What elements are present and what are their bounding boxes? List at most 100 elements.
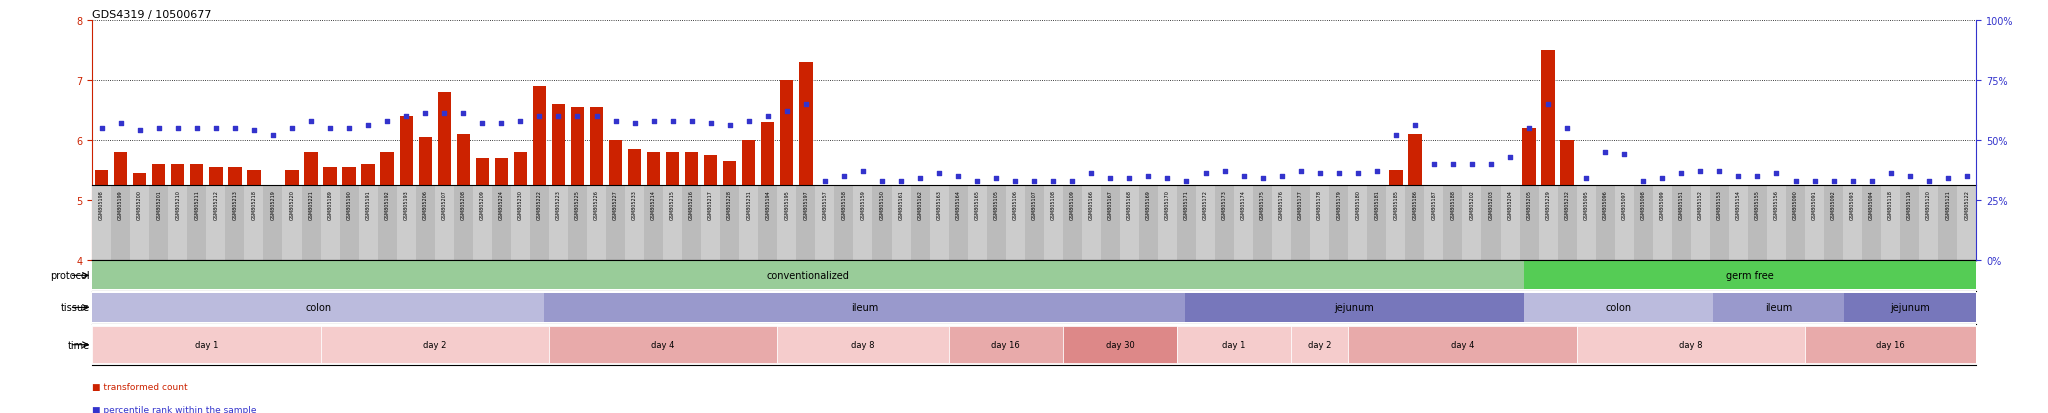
Bar <box>322 186 340 260</box>
Text: GSM805219: GSM805219 <box>270 190 276 219</box>
Bar <box>1044 186 1063 260</box>
Bar <box>666 152 680 260</box>
Bar <box>948 186 967 260</box>
Text: colon: colon <box>1606 303 1632 313</box>
Bar <box>762 122 774 260</box>
Bar <box>571 107 584 260</box>
Point <box>180 125 213 132</box>
Text: GSM805119: GSM805119 <box>1907 190 1913 219</box>
Point <box>809 178 842 185</box>
Point <box>1892 173 1925 180</box>
Bar <box>1143 236 1155 260</box>
Point <box>1475 161 1507 168</box>
Point <box>752 113 784 120</box>
Point <box>522 113 555 120</box>
Bar <box>1595 186 1614 260</box>
Point <box>1094 176 1126 182</box>
Bar <box>549 186 567 260</box>
Bar <box>895 254 907 260</box>
Text: GSM805204: GSM805204 <box>1507 190 1513 219</box>
Text: GSM805206: GSM805206 <box>422 190 428 219</box>
Point <box>1665 171 1698 177</box>
Text: GSM805214: GSM805214 <box>651 190 655 219</box>
Text: ileum: ileum <box>1765 303 1792 313</box>
Text: germ free: germ free <box>1726 271 1774 281</box>
Point <box>1704 168 1737 175</box>
Text: GSM805202: GSM805202 <box>1470 190 1475 219</box>
Bar <box>94 170 109 260</box>
Bar <box>1804 186 1825 260</box>
Bar <box>190 164 203 260</box>
Bar <box>227 167 242 260</box>
Text: GSM805228: GSM805228 <box>727 190 733 219</box>
Bar <box>1481 186 1501 260</box>
Point <box>428 111 461 117</box>
Bar <box>545 293 1186 323</box>
Bar <box>1276 236 1288 260</box>
Text: GSM805107: GSM805107 <box>1032 190 1036 219</box>
Bar <box>1503 206 1518 260</box>
Point <box>1874 171 1907 177</box>
Point <box>371 118 403 125</box>
Text: day 1: day 1 <box>1223 340 1245 349</box>
Text: GSM805172: GSM805172 <box>1202 190 1208 219</box>
Text: GSM805159: GSM805159 <box>860 190 866 219</box>
Text: GSM805227: GSM805227 <box>612 190 618 219</box>
Bar <box>1313 230 1327 260</box>
Point <box>1399 123 1432 129</box>
Bar <box>1903 239 1917 260</box>
Text: GSM805210: GSM805210 <box>176 190 180 219</box>
Bar <box>1960 239 1974 260</box>
Point <box>1817 178 1849 185</box>
Bar <box>664 186 682 260</box>
Point <box>485 120 518 127</box>
Bar <box>1577 326 1804 363</box>
Bar <box>1102 186 1120 260</box>
Text: GSM805099: GSM805099 <box>1659 190 1665 219</box>
Bar <box>92 293 545 323</box>
Bar <box>1804 326 1976 363</box>
Point <box>1647 176 1679 182</box>
Point <box>1360 168 1393 175</box>
Point <box>733 118 766 125</box>
Text: GSM805179: GSM805179 <box>1335 190 1341 219</box>
Bar <box>418 138 432 260</box>
Bar <box>475 158 489 260</box>
Bar <box>111 186 131 260</box>
Text: GSM805220: GSM805220 <box>289 190 295 219</box>
Bar <box>723 161 737 260</box>
Point <box>1550 125 1583 132</box>
Text: GSM805095: GSM805095 <box>1583 190 1589 219</box>
Point <box>1208 168 1241 175</box>
Bar <box>1694 230 1708 260</box>
Bar <box>1348 186 1368 260</box>
Bar <box>1008 248 1022 260</box>
Text: GSM805200: GSM805200 <box>137 190 141 219</box>
Bar <box>438 93 451 260</box>
Bar <box>854 186 872 260</box>
Text: tissue: tissue <box>61 303 90 313</box>
Bar <box>1520 186 1538 260</box>
Text: GSM805221: GSM805221 <box>309 190 313 219</box>
Point <box>655 118 688 125</box>
Text: GSM805122: GSM805122 <box>1964 190 1970 219</box>
Bar <box>92 186 111 260</box>
Bar <box>1747 186 1767 260</box>
Bar <box>1618 200 1630 260</box>
Bar <box>1542 50 1554 260</box>
Bar <box>1559 186 1577 260</box>
Text: GSM805193: GSM805193 <box>403 190 410 219</box>
Text: GSM805169: GSM805169 <box>1147 190 1151 219</box>
Bar <box>1919 186 1937 260</box>
Bar <box>629 150 641 260</box>
Point <box>1722 173 1755 180</box>
Bar <box>168 186 186 260</box>
Point <box>1417 161 1450 168</box>
Bar <box>1196 186 1214 260</box>
Bar <box>758 186 778 260</box>
Bar <box>989 242 1004 260</box>
Bar <box>1063 326 1178 363</box>
Bar <box>115 152 127 260</box>
Point <box>219 125 252 132</box>
Point <box>1133 173 1165 180</box>
